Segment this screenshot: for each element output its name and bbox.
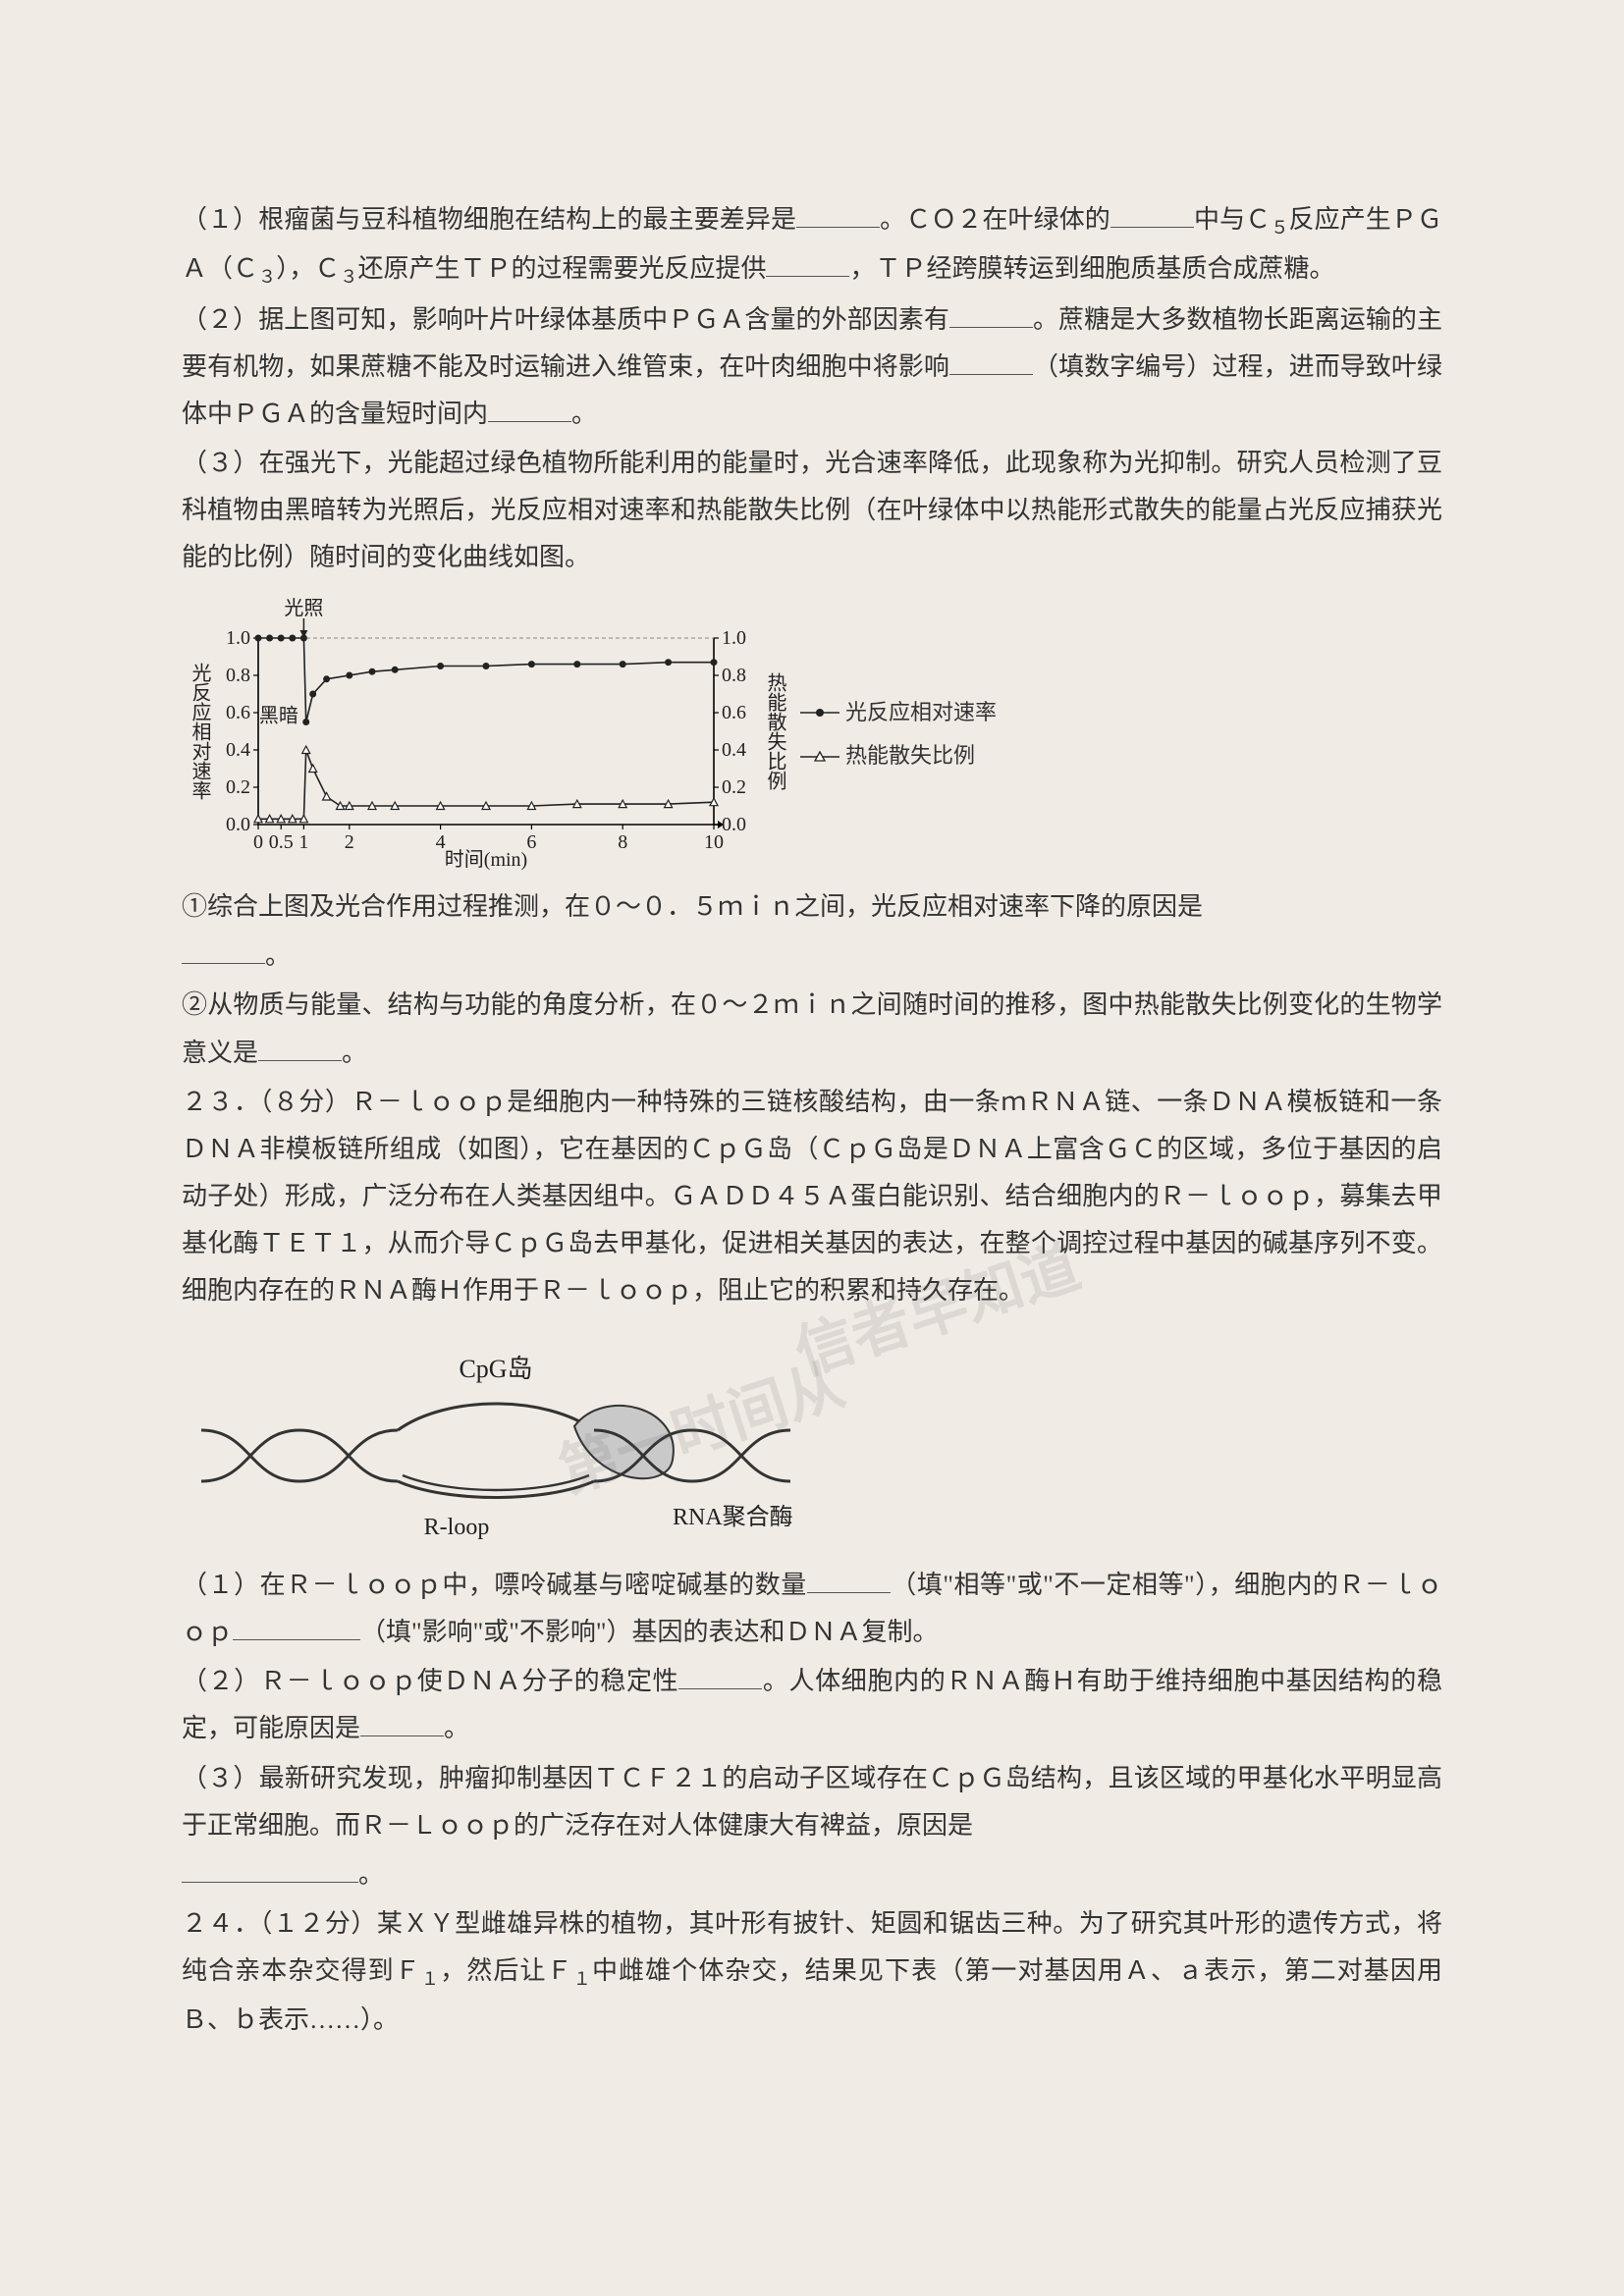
sub: １	[421, 1969, 440, 1989]
svg-text:0: 0	[253, 831, 263, 853]
page: 信者早知道 第一时间从 （１）根瘤菌与豆科植物细胞在结构上的最主要差异是。ＣＯ２…	[182, 196, 1442, 2044]
q23-p3-blank: 。	[182, 1851, 1442, 1898]
blank	[182, 938, 265, 964]
svg-text:2: 2	[345, 831, 354, 853]
blank	[949, 302, 1033, 328]
sub: ３	[340, 267, 357, 287]
q22-p1-b: 。ＣＯ２在叶绿体的	[880, 205, 1110, 234]
q23-p2-a: （２）Ｒ－ｌｏｏｐ使ＤＮＡ分子的稳定性	[182, 1667, 678, 1695]
q23-p2: （２）Ｒ－ｌｏｏｐ使ＤＮＡ分子的稳定性。人体细胞内的ＲＮＡ酶Ｈ有助于维持细胞中基…	[182, 1658, 1442, 1752]
q22-p3: （３）在强光下，光能超过绿色植物所能利用的能量时，光合速率降低，此现象称为光抑制…	[182, 440, 1442, 581]
legend-row-1: 光反应相对速率	[800, 693, 997, 733]
q24-intro: ２４．（１２分）某ＸＹ型雌雄异株的植物，其叶形有披针、矩圆和锯齿三种。为了研究其…	[182, 1900, 1442, 2044]
svg-text:0.8: 0.8	[226, 665, 250, 686]
svg-text:0.4: 0.4	[722, 739, 746, 761]
blank	[258, 1036, 342, 1061]
blank	[182, 1857, 358, 1883]
q22-p2: （２）据上图可知，影响叶片叶绿体基质中ＰＧＡ含量的外部因素有。蔗糖是大多数植物长…	[182, 296, 1442, 438]
q23-p3-b: 。	[358, 1860, 384, 1889]
chart-block: 0.0 0.0 0.2 0.2 0.4 0.4 0.6 0.6 0.8 0.8 1.0 1.0 0 0.5…	[182, 597, 1442, 872]
blank	[678, 1664, 762, 1689]
legend-label-1: 光反应相对速率	[845, 693, 997, 733]
svg-text:0.6: 0.6	[722, 702, 746, 723]
legend-row-2: 热能散失比例	[800, 736, 997, 776]
blank	[766, 251, 849, 277]
q23-p2-c: 。	[444, 1714, 469, 1742]
q22-q31: ①综合上图及光合作用过程推测，在０～０．５ｍｉｎ之间，光反应相对速率下降的原因是	[182, 883, 1442, 931]
blank	[796, 202, 880, 228]
svg-text:6: 6	[526, 831, 536, 853]
q22-p1-a: （１）根瘤菌与豆科植物细胞在结构上的最主要差异是	[182, 205, 796, 234]
rloop-diagram: CpG岛 R-loop RNA聚合酶	[182, 1338, 810, 1544]
q22-q32-a: ②从物质与能量、结构与功能的角度分析，在０～２ｍｉｎ之间随时间的推移，图中热能散…	[182, 990, 1442, 1066]
svg-text:0.2: 0.2	[226, 776, 250, 798]
q22-q31-blank: 。	[182, 933, 1442, 980]
svg-text:0.4: 0.4	[226, 739, 250, 761]
svg-text:R-loop: R-loop	[424, 1515, 490, 1540]
q22-p1-g: ，ＴＰ经跨膜转运到细胞质基质合成蔗糖。	[849, 254, 1334, 283]
blank	[488, 397, 571, 422]
legend-label-2: 热能散失比例	[845, 736, 975, 776]
svg-text:光反应相对速率: 光反应相对速率	[189, 663, 211, 800]
svg-text:1.0: 1.0	[722, 627, 746, 649]
line-chart: 0.0 0.0 0.2 0.2 0.4 0.4 0.6 0.6 0.8 0.8 1.0 1.0 0 0.5…	[182, 597, 790, 872]
q23-p1-c: （填"影响"或"不影响"）基因的表达和ＤＮＡ复制。	[360, 1618, 938, 1646]
svg-text:光照: 光照	[284, 597, 323, 619]
svg-text:RNA聚合酶: RNA聚合酶	[673, 1504, 793, 1530]
q22-q31-a: ①综合上图及光合作用过程推测，在０～０．５ｍｉｎ之间，光反应相对速率下降的原因是	[182, 892, 1203, 921]
chart-wrap: 0.0 0.0 0.2 0.2 0.4 0.4 0.6 0.6 0.8 0.8 1.0 1.0 0 0.5…	[182, 597, 1442, 872]
svg-text:0.2: 0.2	[722, 776, 746, 798]
rloop-diagram-block: CpG岛 R-loop RNA聚合酶	[182, 1338, 1442, 1544]
blank	[233, 1615, 360, 1640]
q22-q31-b: 。	[265, 941, 291, 970]
sub: ５	[1271, 218, 1288, 238]
q22-p1-f: 还原产生ＴＰ的过程需要光反应提供	[357, 254, 766, 283]
blank	[807, 1568, 891, 1593]
sub: ３	[258, 267, 276, 287]
chart-legend: 光反应相对速率 热能散失比例	[800, 689, 997, 780]
svg-text:0.8: 0.8	[722, 665, 746, 686]
svg-text:CpG岛: CpG岛	[459, 1355, 532, 1383]
q23-p1-a: （１）在Ｒ－ｌｏｏｐ中，嘌呤碱基与嘧啶碱基的数量	[182, 1571, 807, 1599]
q23-intro: ２３．（８分）Ｒ－ｌｏｏｐ是细胞内一种特殊的三链核酸结构，由一条ｍＲＮＡ链、一条…	[182, 1079, 1442, 1314]
q22-p2-d: 。	[571, 400, 597, 428]
content: （１）根瘤菌与豆科植物细胞在结构上的最主要差异是。ＣＯ２在叶绿体的中与Ｃ５反应产…	[182, 196, 1442, 2044]
svg-text:1.0: 1.0	[226, 627, 250, 649]
svg-text:8: 8	[618, 831, 627, 853]
q23-p3: （３）最新研究发现，肿瘤抑制基因ＴＣＦ２１的启动子区域存在ＣｐＧ岛结构，且该区域…	[182, 1755, 1442, 1849]
q24-b: ，然后让Ｆ	[440, 1956, 572, 1985]
q23-p3-a: （３）最新研究发现，肿瘤抑制基因ＴＣＦ２１的启动子区域存在ＣｐＧ岛结构，且该区域…	[182, 1764, 1442, 1840]
legend-marker-open-triangle	[800, 750, 839, 764]
q22-p2-a: （２）据上图可知，影响叶片叶绿体基质中ＰＧＡ含量的外部因素有	[182, 305, 949, 334]
svg-text:10: 10	[704, 831, 724, 853]
svg-text:时间(min): 时间(min)	[445, 848, 527, 871]
blank	[1110, 202, 1194, 228]
q22-p1-e: ），Ｃ	[276, 254, 340, 283]
blank	[360, 1711, 444, 1736]
svg-text:0.5: 0.5	[269, 831, 294, 853]
svg-text:0.0: 0.0	[226, 814, 250, 835]
svg-text:热能散失比例: 热能散失比例	[764, 672, 786, 790]
svg-text:0.0: 0.0	[722, 814, 746, 835]
q22-p1-c: 中与Ｃ	[1194, 205, 1271, 234]
legend-marker-filled-circle	[800, 706, 839, 720]
sub: １	[573, 1969, 592, 1989]
q22-q32-b: 。	[342, 1039, 367, 1067]
q22-q32: ②从物质与能量、结构与功能的角度分析，在０～２ｍｉｎ之间随时间的推移，图中热能散…	[182, 982, 1442, 1076]
svg-text:1: 1	[298, 831, 308, 853]
blank	[949, 349, 1033, 375]
svg-text:0.6: 0.6	[226, 702, 250, 723]
svg-text:黑暗: 黑暗	[259, 705, 298, 727]
q22-p1: （１）根瘤菌与豆科植物细胞在结构上的最主要差异是。ＣＯ２在叶绿体的中与Ｃ５反应产…	[182, 196, 1442, 294]
q23-p1: （１）在Ｒ－ｌｏｏｐ中，嘌呤碱基与嘧啶碱基的数量（填"相等"或"不一定相等"），…	[182, 1562, 1442, 1656]
